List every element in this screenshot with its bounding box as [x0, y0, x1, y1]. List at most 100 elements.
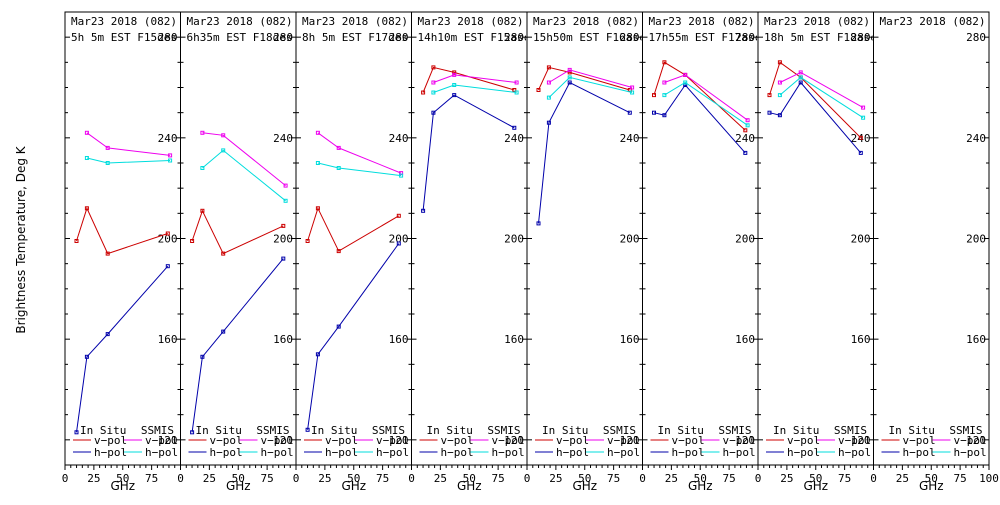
x-axis-label: GHz	[341, 479, 366, 493]
y-tick-label: 160	[389, 333, 409, 346]
legend-ssmis-hpol-label: h−pol	[376, 446, 409, 459]
data-point	[105, 145, 110, 150]
y-tick-label: 160	[966, 333, 986, 346]
x-axis-label: GHz	[226, 479, 251, 493]
panel-title-5: Mar23 2018 (082)	[649, 15, 755, 28]
data-point	[662, 113, 667, 118]
data-point	[452, 83, 457, 87]
y-tick-label: 200	[504, 233, 524, 246]
data-point	[630, 85, 635, 90]
data-point	[630, 90, 635, 95]
legend-ssmis-hpol-label: h−pol	[145, 446, 178, 459]
x-tick-label: 75	[838, 472, 851, 485]
data-point	[452, 72, 457, 77]
y-tick-label: 160	[273, 333, 293, 346]
x-tick-label: 25	[780, 472, 793, 485]
data-point	[662, 80, 667, 85]
legend-ssmis-vpol-label: v−pol	[145, 434, 178, 447]
y-tick-label: 240	[273, 132, 293, 145]
series-line-1	[191, 258, 284, 433]
data-point	[105, 332, 110, 337]
data-point	[84, 156, 89, 160]
x-tick-label: 0	[870, 472, 877, 485]
y-tick-label: 280	[504, 31, 524, 44]
y-tick-label: 240	[504, 132, 524, 145]
x-tick-label: 0	[755, 472, 762, 485]
x-tick-label: 50	[809, 472, 822, 485]
x-tick-label: 50	[347, 472, 360, 485]
y-tick-label: 160	[735, 333, 755, 346]
data-point	[512, 125, 517, 130]
legend-insitu-heading: In Situ	[311, 424, 357, 437]
data-point	[777, 60, 782, 65]
data-point	[777, 113, 782, 118]
series-line-2	[86, 132, 171, 156]
data-point	[200, 166, 205, 170]
y-tick-label: 120	[273, 434, 293, 447]
data-point	[84, 354, 89, 359]
legend-insitu-vpol-label: v−pol	[672, 434, 705, 447]
legend-ssmis-hpol-label: h−pol	[954, 446, 987, 459]
data-point	[652, 93, 656, 98]
x-tick-label: 25	[896, 472, 909, 485]
legend-insitu-hpol-label: h−pol	[556, 446, 589, 459]
x-tick-label: 0	[639, 472, 646, 485]
y-tick-label: 240	[158, 132, 178, 145]
data-point	[74, 239, 79, 243]
series-line-3	[202, 149, 286, 202]
legend-insitu-vpol-label: v−pol	[94, 434, 127, 447]
data-point	[858, 135, 863, 140]
data-point	[200, 208, 205, 213]
legend-insitu-vpol-label: v−pol	[787, 434, 820, 447]
legend-ssmis-heading: SSMIS	[603, 424, 636, 437]
x-tick-label: 50	[578, 472, 591, 485]
series-line-0	[538, 66, 630, 91]
legend-ssmis-vpol-label: v−pol	[954, 434, 987, 447]
data-point	[74, 430, 79, 435]
data-point	[745, 123, 750, 128]
data-point	[798, 75, 803, 80]
x-tick-label: 75	[954, 472, 967, 485]
y-tick-label: 240	[966, 132, 986, 145]
data-point	[315, 161, 320, 165]
legend-ssmis-vpol-label: v−pol	[723, 434, 756, 447]
data-point	[798, 80, 803, 85]
data-point	[421, 90, 426, 95]
y-tick-label: 160	[620, 333, 640, 346]
x-tick-label: 0	[408, 472, 415, 485]
x-tick-label: 75	[607, 472, 620, 485]
series-line-0	[653, 61, 746, 131]
panel-title-4: Mar23 2018 (082)	[533, 15, 639, 28]
y-tick-label: 240	[735, 132, 755, 145]
series-line-2	[433, 74, 517, 83]
data-point	[168, 158, 173, 163]
data-point	[421, 208, 426, 213]
x-tick-label: 75	[492, 472, 505, 485]
data-point	[767, 93, 772, 98]
series-line-0	[422, 66, 515, 93]
legend-insitu-vpol-label: v−pol	[441, 434, 474, 447]
y-tick-label: 280	[389, 31, 409, 44]
data-point	[165, 231, 170, 236]
y-tick-label: 120	[389, 434, 409, 447]
data-point	[221, 133, 226, 138]
x-tick-label: 25	[434, 472, 447, 485]
data-point	[798, 70, 803, 75]
legend-ssmis-vpol-label: v−pol	[607, 434, 640, 447]
x-tick-label: 75	[723, 472, 736, 485]
x-tick-label: 100	[979, 472, 999, 485]
x-tick-label: 0	[62, 472, 69, 485]
data-point	[190, 430, 195, 435]
data-point	[514, 90, 519, 95]
legend-ssmis-vpol-label: v−pol	[838, 434, 871, 447]
data-point	[221, 251, 226, 256]
legend-insitu-heading: In Situ	[542, 424, 588, 437]
y-tick-label: 200	[273, 233, 293, 246]
data-point	[315, 206, 320, 211]
legend-insitu-hpol-label: h−pol	[903, 446, 936, 459]
data-point	[190, 239, 195, 243]
x-tick-label: 50	[116, 472, 129, 485]
legend-ssmis-heading: SSMIS	[372, 424, 405, 437]
y-tick-label: 280	[735, 31, 755, 44]
x-tick-label: 25	[665, 472, 678, 485]
